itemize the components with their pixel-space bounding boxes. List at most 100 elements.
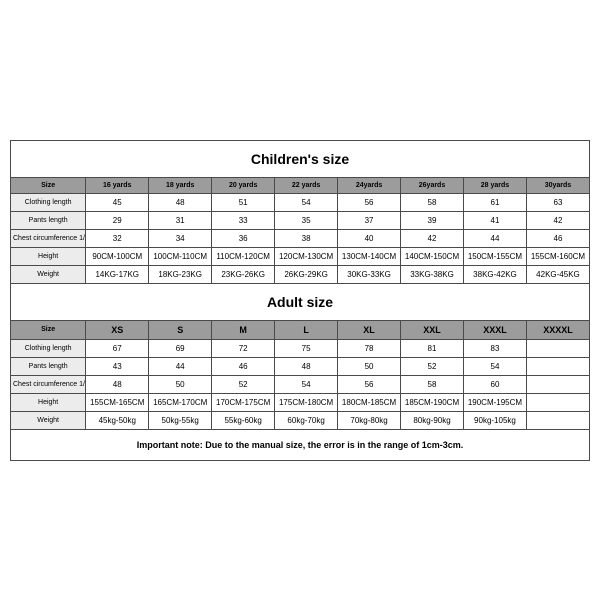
table-row: Clothing length 67 69 72 75 78 81 83 [11, 339, 590, 357]
cell: 180CM-185CM [338, 393, 401, 411]
adult-col-5: XL [338, 320, 401, 339]
cell: 54 [275, 375, 338, 393]
cell: 45kg-50kg [86, 411, 149, 429]
row-label: Weight [11, 265, 86, 283]
cell: 42KG-45KG [526, 265, 589, 283]
children-col-4: 22 yards [275, 177, 338, 193]
table-row: Height 155CM-165CM 165CM-170CM 170CM-175… [11, 393, 590, 411]
cell: 56 [338, 375, 401, 393]
row-label: Clothing length [11, 339, 86, 357]
cell: 34 [149, 229, 212, 247]
size-chart-container: Children's size Size 16 yards 18 yards 2… [10, 140, 590, 461]
cell: 63 [526, 193, 589, 211]
cell: 45 [86, 193, 149, 211]
adult-col-3: M [212, 320, 275, 339]
children-col-6: 26yards [401, 177, 464, 193]
cell: 40 [338, 229, 401, 247]
cell: 33KG-38KG [401, 265, 464, 283]
row-label: Pants length [11, 211, 86, 229]
cell: 90kg-105kg [463, 411, 526, 429]
row-label: Clothing length [11, 193, 86, 211]
cell: 175CM-180CM [275, 393, 338, 411]
children-col-7: 28 yards [463, 177, 526, 193]
cell: 30KG-33KG [338, 265, 401, 283]
cell: 165CM-170CM [149, 393, 212, 411]
cell: 39 [401, 211, 464, 229]
cell: 78 [338, 339, 401, 357]
cell [526, 339, 589, 357]
adult-col-6: XXL [401, 320, 464, 339]
adult-col-8: XXXXL [526, 320, 589, 339]
cell: 50 [149, 375, 212, 393]
cell: 31 [149, 211, 212, 229]
cell [526, 411, 589, 429]
cell: 35 [275, 211, 338, 229]
cell: 29 [86, 211, 149, 229]
row-label: Height [11, 393, 86, 411]
cell: 48 [149, 193, 212, 211]
adult-header-row: Size XS S M L XL XXL XXXL XXXXL [11, 320, 590, 339]
adult-title: Adult size [11, 283, 590, 320]
row-label: Weight [11, 411, 86, 429]
cell: 170CM-175CM [212, 393, 275, 411]
cell: 130CM-140CM [338, 247, 401, 265]
cell: 43 [86, 357, 149, 375]
adult-col-1: XS [86, 320, 149, 339]
table-row: Chest circumference 1/2 48 50 52 54 56 5… [11, 375, 590, 393]
table-row: Weight 45kg-50kg 50kg-55kg 55kg-60kg 60k… [11, 411, 590, 429]
cell: 54 [275, 193, 338, 211]
children-header-row: Size 16 yards 18 yards 20 yards 22 yards… [11, 177, 590, 193]
cell: 55kg-60kg [212, 411, 275, 429]
cell: 38KG-42KG [463, 265, 526, 283]
adult-title-row: Adult size [11, 283, 590, 320]
cell: 36 [212, 229, 275, 247]
children-col-8: 30yards [526, 177, 589, 193]
cell: 42 [401, 229, 464, 247]
cell: 18KG-23KG [149, 265, 212, 283]
cell: 41 [463, 211, 526, 229]
cell: 51 [212, 193, 275, 211]
cell: 46 [526, 229, 589, 247]
cell: 48 [86, 375, 149, 393]
adult-col-0: Size [11, 320, 86, 339]
cell: 56 [338, 193, 401, 211]
children-title-row: Children's size [11, 140, 590, 177]
cell: 58 [401, 375, 464, 393]
cell: 32 [86, 229, 149, 247]
cell: 100CM-110CM [149, 247, 212, 265]
row-label: Chest circumference 1/2 [11, 229, 86, 247]
cell: 67 [86, 339, 149, 357]
table-row: Chest circumference 1/2 32 34 36 38 40 4… [11, 229, 590, 247]
cell [526, 393, 589, 411]
children-title: Children's size [11, 140, 590, 177]
cell: 52 [212, 375, 275, 393]
cell: 46 [212, 357, 275, 375]
cell: 190CM-195CM [463, 393, 526, 411]
cell: 14KG-17KG [86, 265, 149, 283]
note-text: Important note: Due to the manual size, … [11, 429, 590, 460]
cell: 37 [338, 211, 401, 229]
cell: 33 [212, 211, 275, 229]
children-col-3: 20 yards [212, 177, 275, 193]
cell [526, 357, 589, 375]
cell: 58 [401, 193, 464, 211]
adult-col-4: L [275, 320, 338, 339]
cell: 54 [463, 357, 526, 375]
table-row: Pants length 43 44 46 48 50 52 54 [11, 357, 590, 375]
cell: 70kg-80kg [338, 411, 401, 429]
cell: 140CM-150CM [401, 247, 464, 265]
cell: 38 [275, 229, 338, 247]
cell: 44 [463, 229, 526, 247]
cell: 60kg-70kg [275, 411, 338, 429]
table-row: Pants length 29 31 33 35 37 39 41 42 [11, 211, 590, 229]
row-label: Chest circumference 1/2 [11, 375, 86, 393]
cell: 150CM-155CM [463, 247, 526, 265]
cell: 72 [212, 339, 275, 357]
cell: 26KG-29KG [275, 265, 338, 283]
cell: 60 [463, 375, 526, 393]
cell: 44 [149, 357, 212, 375]
cell: 185CM-190CM [401, 393, 464, 411]
cell: 90CM-100CM [86, 247, 149, 265]
cell: 83 [463, 339, 526, 357]
cell: 61 [463, 193, 526, 211]
